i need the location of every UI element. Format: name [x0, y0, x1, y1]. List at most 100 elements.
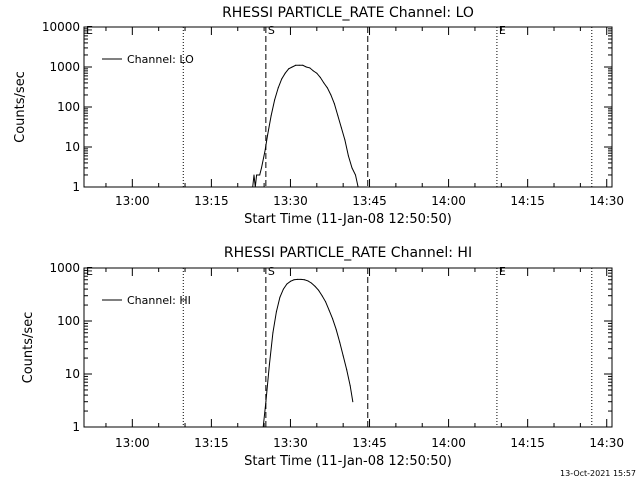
data-point: [288, 68, 290, 70]
x-tick-label: 13:00: [115, 194, 150, 208]
data-point: [328, 309, 330, 311]
data-point: [274, 99, 276, 101]
y-tick-label: 1000: [49, 261, 80, 275]
y-tick-label: 10000: [42, 20, 80, 34]
data-point: [309, 67, 311, 69]
x-tick-label: 14:00: [431, 436, 466, 450]
data-point: [297, 278, 298, 280]
data-point: [351, 167, 353, 169]
data-point: [284, 72, 286, 74]
time-marker-label: E: [86, 24, 93, 37]
data-point: [270, 115, 272, 117]
data-point: [321, 295, 323, 297]
series-line: [252, 64, 359, 188]
data-point: [298, 64, 300, 66]
data-point: [314, 285, 316, 287]
y-tick-label: 100: [57, 100, 80, 114]
data-point: [316, 72, 318, 74]
data-point: [304, 279, 305, 281]
data-point: [265, 401, 267, 403]
data-point: [257, 174, 259, 176]
data-point: [352, 401, 354, 403]
data-point: [347, 155, 349, 157]
data-point: [311, 282, 312, 284]
data-point: [339, 341, 341, 343]
data-point: [252, 186, 254, 188]
data-point: [349, 385, 351, 387]
legend-entry: Channel: HI: [127, 294, 191, 307]
y-tick-label: 100: [57, 314, 80, 328]
x-tick-label: 13:00: [115, 436, 150, 450]
data-point: [342, 355, 344, 357]
x-tick-label: 13:30: [273, 436, 308, 450]
x-tick-label: 14:15: [510, 436, 545, 450]
data-point: [305, 66, 307, 68]
y-tick-label: 10: [65, 140, 80, 154]
data-point: [333, 103, 335, 105]
y-tick-label: 1: [72, 180, 80, 194]
data-point: [261, 167, 262, 169]
data-point: [332, 318, 334, 320]
time-marker-label: E: [86, 265, 93, 278]
data-point: [259, 174, 261, 176]
legend-entry: Channel: LO: [127, 53, 194, 66]
data-point: [293, 279, 295, 281]
footer-timestamp: 13-Oct-2021 15:57: [560, 469, 636, 478]
y-tick-label: 10: [65, 367, 80, 381]
y-tick-label: 1000: [49, 60, 80, 74]
data-point: [337, 115, 339, 117]
y-tick-label: 1: [72, 420, 80, 434]
x-axis-label: Start Time (11-Jan-08 12:50:50): [244, 212, 452, 227]
data-point: [312, 70, 314, 72]
data-point: [326, 87, 328, 89]
chart-1: RHESSI PARTICLE_RATE Channel: LO Start Ti…: [13, 5, 624, 227]
data-point: [291, 66, 293, 68]
data-point: [325, 301, 327, 303]
x-tick-label: 13:15: [194, 194, 229, 208]
plot-frame: [83, 26, 613, 188]
data-point: [264, 150, 266, 152]
data-point: [319, 76, 321, 78]
data-point: [279, 296, 281, 298]
data-point: [295, 64, 297, 66]
data-point: [335, 328, 337, 330]
data-point: [275, 311, 277, 313]
data-point: [318, 289, 320, 291]
plot-frame: [83, 267, 613, 428]
data-point: [268, 364, 270, 366]
data-point: [262, 426, 264, 428]
data-point: [344, 139, 346, 141]
data-point: [253, 174, 255, 176]
chart-title: RHESSI PARTICLE_RATE Channel: HI: [224, 245, 472, 261]
time-marker-label: E: [499, 24, 506, 37]
data-point: [300, 278, 302, 280]
x-tick-label: 14:30: [589, 194, 624, 208]
x-tick-label: 14:30: [589, 436, 624, 450]
data-point: [302, 64, 304, 66]
data-point: [346, 369, 348, 371]
data-point: [323, 82, 325, 84]
data-point: [290, 280, 291, 282]
data-point: [254, 186, 256, 188]
data-point: [277, 87, 279, 89]
chart-2: RHESSI PARTICLE_RATE Channel: HI Start Ti…: [21, 245, 624, 469]
x-axis-label: Start Time (11-Jan-08 12:50:50): [244, 454, 452, 469]
data-point: [256, 174, 258, 176]
data-point: [281, 78, 283, 80]
data-point: [272, 332, 274, 334]
x-tick-label: 13:30: [273, 194, 308, 208]
data-point: [282, 288, 284, 290]
x-tick-label: 13:15: [194, 436, 229, 450]
data-point: [330, 94, 332, 96]
y-axis-label: Counts/sec: [13, 71, 28, 143]
x-tick-label: 14:00: [431, 194, 466, 208]
time-marker-label: E: [499, 265, 506, 278]
data-point: [286, 283, 288, 285]
time-marker-label: S: [268, 265, 275, 278]
x-tick-label: 13:45: [352, 436, 387, 450]
data-point: [307, 280, 309, 282]
time-marker-label: S: [268, 24, 275, 37]
data-point: [355, 174, 356, 176]
